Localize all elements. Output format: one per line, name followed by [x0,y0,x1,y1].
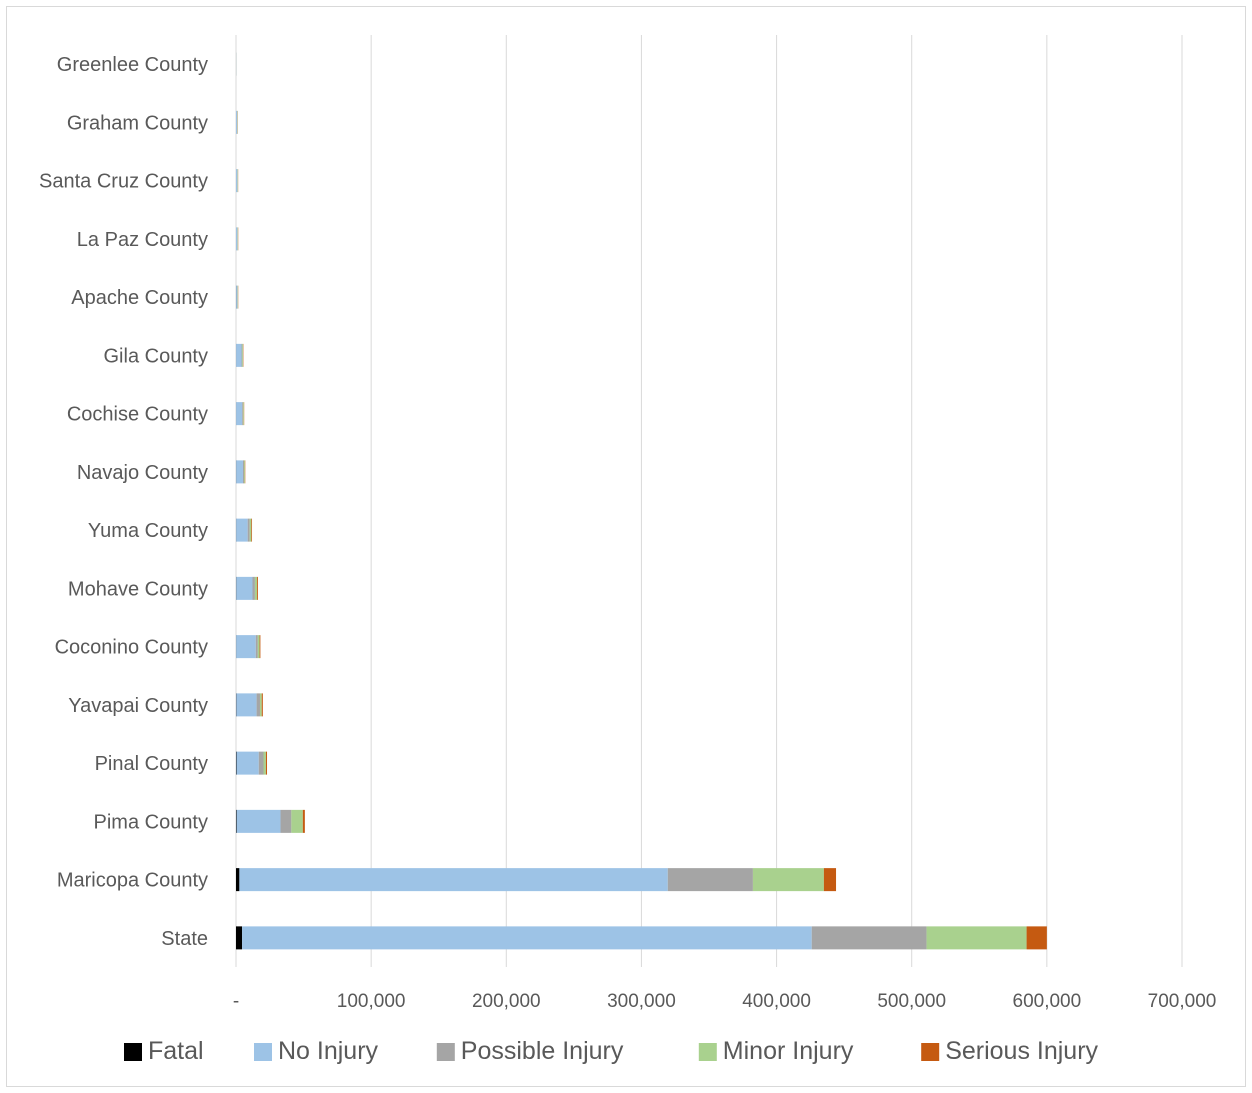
bar-cochise-county-minor-injury [243,402,244,426]
chart-frame: - 100,000 200,000 300,000 400,000 500,000 600,… [6,6,1246,1087]
bar-coconino-county-no-injury [236,635,256,659]
bar-pinal-county-no-injury [236,751,259,775]
x-tick-label: - [233,991,239,1012]
x-tick-label: 200,000 [472,991,541,1012]
bar-pinal-county-possible-injury [258,751,264,775]
category-label-coconino-county: Coconino County [55,637,208,659]
x-tick-label: 300,000 [607,991,676,1012]
bar-state-serious-injury [1026,926,1047,950]
bar-pima-county-minor-injury [291,809,303,833]
legend-swatch-serious-injury [921,1043,940,1061]
bar-coconino-county-serious-injury [259,635,261,659]
legend-label-minor-injury: Minor Injury [723,1037,854,1065]
x-tick-label: 700,000 [1148,991,1217,1012]
bar-yuma-county-serious-injury [251,518,253,542]
bar-navajo-county-minor-injury [244,460,245,484]
bar-yuma-county-minor-injury [249,518,252,542]
bar-pima-county-possible-injury [280,809,292,833]
category-label-pinal-county: Pinal County [95,753,208,775]
bar-yavapai-county-no-injury [236,693,257,717]
category-label-cochise-county: Cochise County [67,404,208,426]
bar-maricopa-county-possible-injury [667,868,753,892]
bar-state-no-injury [242,926,812,950]
bar-maricopa-county-no-injury [239,868,668,892]
category-label-maricopa-county: Maricopa County [57,870,208,892]
bar-yuma-county-possible-injury [247,518,250,542]
bar-navajo-county-no-injury [236,460,243,484]
category-label-navajo-county: Navajo County [77,462,208,484]
bar-santa-cruz-county-no-injury [236,169,238,193]
category-label-yuma-county: Yuma County [88,520,208,542]
bar-la-paz-county-no-injury [236,227,238,251]
category-label-mohave-county: Mohave County [68,578,208,600]
bar-mohave-county-minor-injury [254,576,257,600]
bar-pima-county-serious-injury [302,809,305,833]
bar-mohave-county-no-injury [236,576,253,600]
bar-yavapai-county-possible-injury [256,693,260,717]
legend-swatch-no-injury [254,1043,272,1061]
category-label-greenlee-county: Greenlee County [57,54,208,76]
bar-pima-county-fatal [236,809,237,833]
legend-swatch-minor-injury [698,1043,717,1061]
category-label-la-paz-county: La Paz County [77,229,208,251]
bar-mohave-county-possible-injury [252,576,255,600]
bar-yavapai-county-serious-injury [261,693,263,717]
legend-label-possible-injury: Possible Injury [461,1037,624,1065]
bar-maricopa-county-minor-injury [752,868,824,892]
bar-coconino-county-possible-injury [255,635,258,659]
bar-maricopa-county-fatal [236,868,240,892]
category-label-yavapai-county: Yavapai County [68,695,208,717]
category-label-graham-county: Graham County [67,112,208,134]
legend-label-serious-injury: Serious Injury [945,1037,1098,1065]
bar-mohave-county-serious-injury [256,576,258,600]
bar-pinal-county-minor-injury [263,751,266,775]
bar-state-minor-injury [926,926,1027,950]
legend-swatch-fatal [124,1043,142,1061]
bar-apache-county-no-injury [236,285,238,309]
x-tick-label: 400,000 [742,991,811,1012]
bar-yuma-county-no-injury [236,518,248,542]
bar-pima-county-no-injury [236,809,281,833]
bar-state-possible-injury [811,926,927,950]
bar-pinal-county-serious-injury [265,751,268,775]
bar-gila-county-minor-injury [242,343,244,367]
bar-cochise-county-possible-injury [242,402,244,426]
category-label-gila-county: Gila County [104,345,209,367]
category-label-apache-county: Apache County [71,287,208,309]
x-tick-label: 500,000 [877,991,946,1012]
category-label-pima-county: Pima County [94,811,209,833]
bar-state-fatal [236,926,243,950]
bar-yavapai-county-minor-injury [259,693,262,717]
category-label-santa-cruz-county: Santa Cruz County [39,171,208,193]
legend-label-fatal: Fatal [148,1037,204,1065]
bar-coconino-county-minor-injury [257,635,260,659]
bar-navajo-county-possible-injury [242,460,245,484]
bar-cochise-county-no-injury [236,402,243,426]
injury-bar-chart: - 100,000 200,000 300,000 400,000 500,000 600,… [39,35,1217,1065]
bar-maricopa-county-serious-injury [823,868,837,892]
bar-graham-county-no-injury [236,110,238,134]
x-tick-label: 100,000 [337,991,406,1012]
legend-label-no-injury: No Injury [278,1037,379,1065]
bar-gila-county-no-injury [236,343,242,367]
legend-swatch-possible-injury [436,1043,455,1061]
category-label-state: State [161,928,208,950]
bar-gila-county-possible-injury [241,343,243,367]
x-tick-label: 600,000 [1013,991,1082,1012]
